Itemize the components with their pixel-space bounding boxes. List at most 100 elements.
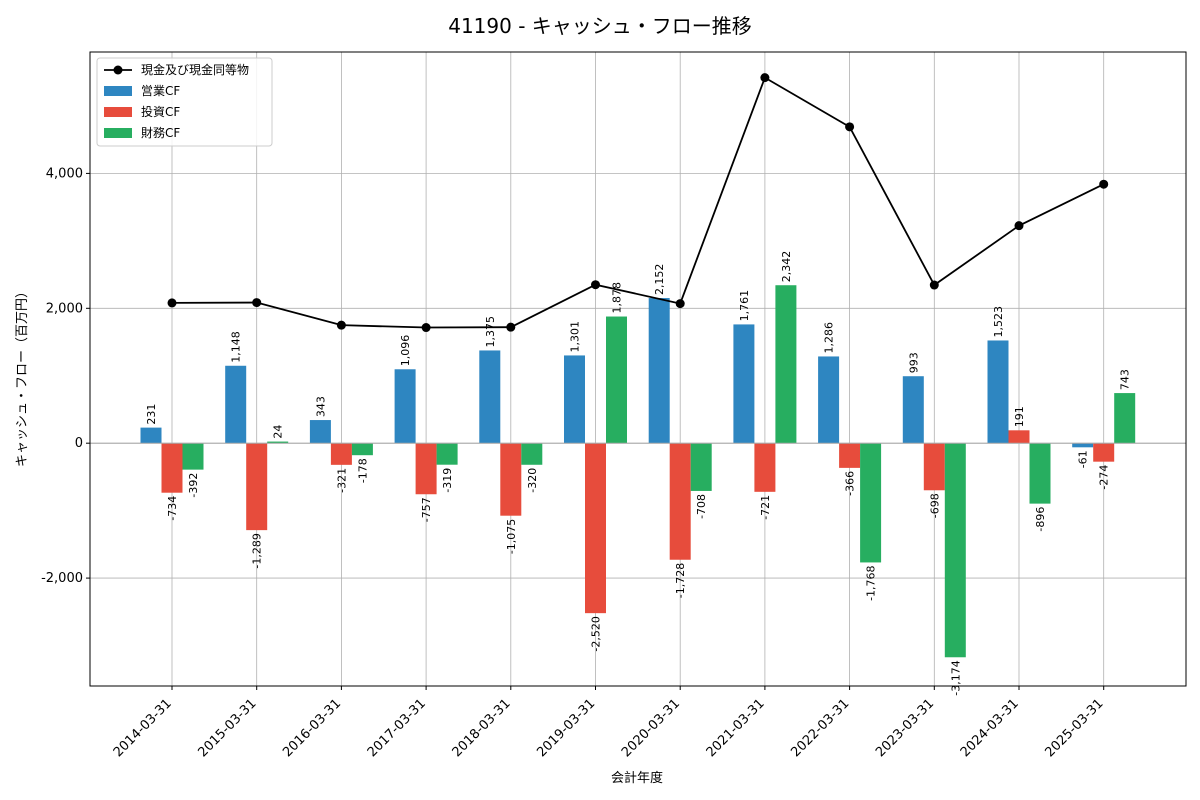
data-label: 993 xyxy=(907,352,920,373)
bar-operating xyxy=(479,350,501,444)
data-label: 1,096 xyxy=(399,335,412,367)
bar-investing xyxy=(754,443,776,492)
bar-financing xyxy=(1114,393,1136,444)
data-label: 1,286 xyxy=(823,322,836,354)
cash-line-point xyxy=(1099,179,1109,189)
x-tick-label: 2018-03-31 xyxy=(450,696,514,760)
x-tick-label: 2024-03-31 xyxy=(958,696,1022,760)
cash-line-point xyxy=(167,298,177,308)
y-tick-label: -2,000 xyxy=(41,571,83,586)
data-label: 24 xyxy=(272,425,285,439)
bar-financing xyxy=(267,441,289,444)
data-label: -321 xyxy=(335,468,348,493)
cash-line-point xyxy=(845,122,855,132)
x-tick-label: 2023-03-31 xyxy=(873,696,937,760)
bar-operating xyxy=(902,376,924,444)
grid xyxy=(90,52,1186,686)
legend-box xyxy=(96,57,273,147)
y-axis: -2,000 0 2,000 4,000 xyxy=(41,166,90,586)
cash-line-path xyxy=(171,76,1105,329)
bar-operating xyxy=(733,324,755,444)
data-label: -3,174 xyxy=(949,660,962,695)
bar-financing xyxy=(944,443,966,658)
bar-financing xyxy=(351,443,373,456)
cash-line xyxy=(167,73,1109,333)
x-axis-label: 会計年度 xyxy=(611,770,663,786)
data-label: -721 xyxy=(759,495,772,520)
data-label: -1,289 xyxy=(251,533,264,568)
x-tick-label: 2022-03-31 xyxy=(788,696,852,760)
cash-line-point xyxy=(506,322,516,332)
bar-investing xyxy=(1008,430,1030,444)
legend-label: 現金及び現金同等物 xyxy=(141,62,249,77)
x-tick-label: 2015-03-31 xyxy=(195,696,259,760)
x-tick-label: 2020-03-31 xyxy=(619,696,683,760)
cash-line-point xyxy=(591,280,600,290)
bar-operating xyxy=(1072,443,1094,448)
data-label: -61 xyxy=(1077,450,1090,468)
x-tick-label: 2016-03-31 xyxy=(280,696,344,760)
bar-investing xyxy=(500,443,522,516)
data-label: -320 xyxy=(526,468,539,493)
cash-line-point xyxy=(421,323,431,333)
data-label: 2,342 xyxy=(780,251,793,283)
data-label: -708 xyxy=(695,494,708,519)
cash-line-point xyxy=(1014,221,1024,231)
bar-investing xyxy=(669,443,691,560)
data-label: 1,878 xyxy=(611,282,624,314)
bar-operating xyxy=(818,356,840,444)
bar-investing xyxy=(923,443,945,491)
cash-line-point xyxy=(760,73,770,83)
bar-financing xyxy=(860,443,882,563)
data-label: 231 xyxy=(145,404,158,425)
data-label: -1,768 xyxy=(865,565,878,600)
legend-label: 財務CF xyxy=(141,125,180,140)
bar-financing xyxy=(182,443,204,470)
x-axis: 2014-03-31 2015-03-31 2016-03-31 2017-03-31… xyxy=(111,686,1107,760)
data-label: -1,728 xyxy=(674,563,687,598)
cash-line-point xyxy=(929,280,939,290)
data-label: -366 xyxy=(844,471,857,496)
y-tick-label: 0 xyxy=(75,436,83,451)
data-label: 343 xyxy=(314,396,327,417)
cash-line-point xyxy=(675,299,685,309)
cash-line-point xyxy=(252,298,262,308)
bar-investing xyxy=(839,443,861,468)
data-label: 2,152 xyxy=(653,264,666,296)
data-label: -757 xyxy=(420,497,433,522)
data-label: -178 xyxy=(356,458,369,483)
data-label: 1,761 xyxy=(738,290,751,322)
data-label: -698 xyxy=(928,493,941,518)
x-tick-label: 2014-03-31 xyxy=(111,696,175,760)
data-label: -2,520 xyxy=(590,616,603,651)
x-tick-label: 2025-03-31 xyxy=(1042,696,1106,760)
bar-financing xyxy=(606,316,627,444)
bar-operating xyxy=(564,355,585,444)
bar-operating xyxy=(987,340,1009,444)
data-label: 743 xyxy=(1119,369,1132,390)
bar-financing xyxy=(1029,443,1051,504)
y-axis-label: キャッシュ・フロー（百万円） xyxy=(15,285,30,467)
data-label: -1,075 xyxy=(505,519,518,554)
bar-investing xyxy=(415,443,437,495)
cash-line-point xyxy=(336,320,346,330)
data-label: 1,301 xyxy=(569,321,582,353)
legend-bar-swatch xyxy=(104,128,132,138)
plot-frame xyxy=(89,51,1187,687)
legend-bar-swatch xyxy=(104,107,132,117)
bar-operating xyxy=(648,298,670,444)
bar-financing xyxy=(690,443,712,491)
chart-title: 41190 - キャッシュ・フロー推移 xyxy=(448,14,752,38)
bar-financing xyxy=(775,285,797,444)
bars xyxy=(140,285,1136,658)
y-tick-label: 4,000 xyxy=(46,166,83,181)
x-tick-label: 2021-03-31 xyxy=(704,696,768,760)
x-tick-label: 2019-03-31 xyxy=(534,696,598,760)
data-label: -274 xyxy=(1098,465,1111,490)
bar-operating xyxy=(225,365,247,444)
bar-investing xyxy=(585,443,606,614)
bar-investing xyxy=(330,443,352,465)
data-labels: 231 1,148 343 1,096 1,375 1,301 2,152 1,761 1,28… xyxy=(145,251,1132,696)
bar-operating xyxy=(394,369,416,444)
